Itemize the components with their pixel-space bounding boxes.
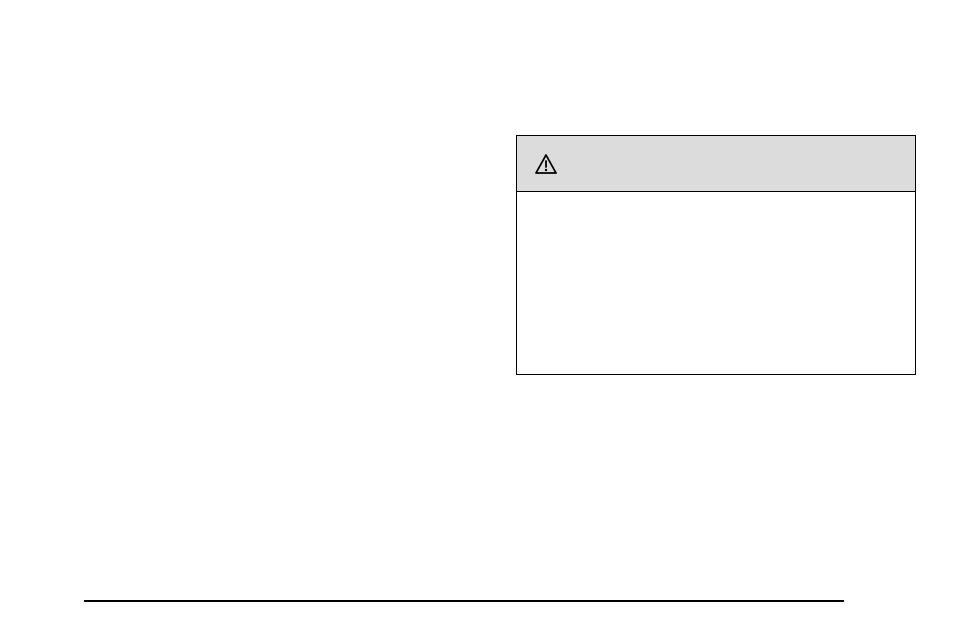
page-bottom-rule: [84, 600, 844, 602]
document-page: [0, 0, 954, 636]
caution-body: [517, 192, 915, 374]
warning-triangle-icon: [535, 154, 557, 174]
caution-callout: [516, 135, 916, 375]
caution-header: [517, 136, 915, 192]
